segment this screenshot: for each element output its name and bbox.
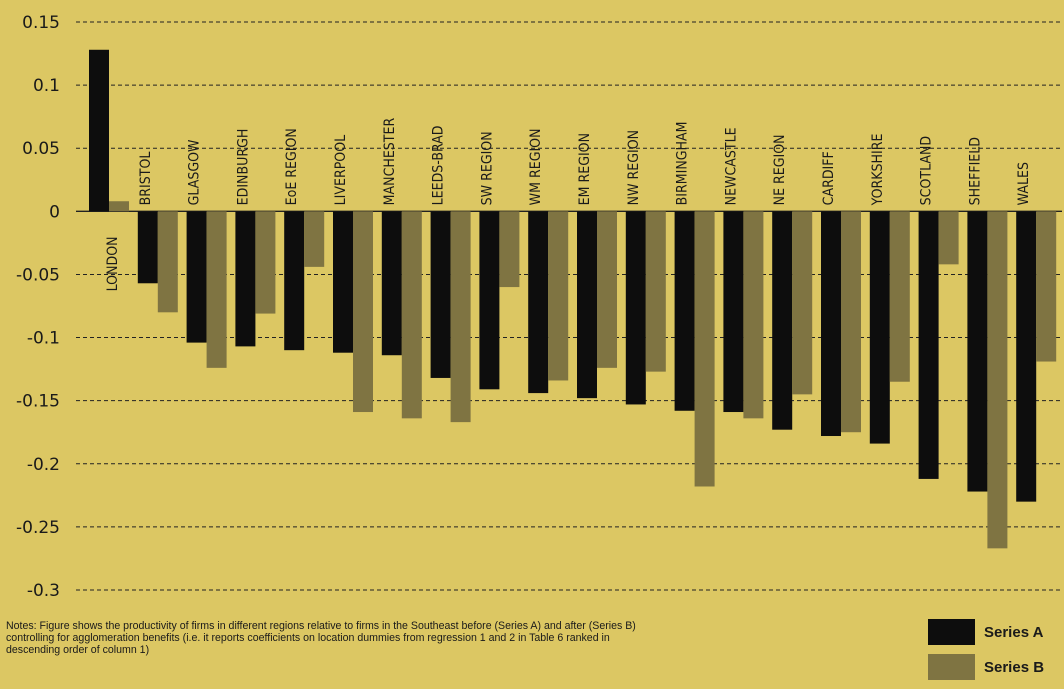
bar-series-a: [869, 211, 890, 444]
bar-series-b: [792, 211, 813, 395]
bar-series-b: [206, 211, 227, 368]
bar-series-a: [333, 211, 353, 353]
y-tick-label: 0.1: [33, 76, 60, 96]
bar-series-a: [723, 211, 744, 413]
bar-series-a: [967, 211, 988, 492]
legend-item-series-a: Series A: [928, 619, 1044, 645]
category-label: MANCHESTER: [382, 118, 398, 206]
category-label: NW REGION: [626, 130, 642, 205]
category-label: SW REGION: [479, 131, 495, 205]
bar-series-b: [889, 211, 910, 382]
legend-swatch-series-b: [928, 654, 975, 680]
legend-label-series-b: Series B: [984, 658, 1045, 676]
legend-item-series-b: Series B: [928, 654, 1044, 680]
bar-series-b: [304, 211, 325, 267]
category-label: EoE REGION: [284, 128, 300, 205]
bar-series-b: [938, 211, 959, 265]
bar-series-a: [772, 211, 793, 430]
bar-series-a: [479, 211, 500, 390]
bar-series-b: [450, 211, 471, 423]
bar-series-b: [255, 211, 276, 314]
category-label: CARDIFF: [821, 151, 837, 205]
category-label: NE REGION: [772, 134, 788, 205]
bar-series-b: [499, 211, 520, 288]
legend-swatch-series-a: [928, 619, 975, 645]
bar-chart: 0.15 0.1 0.05 0 -0.05 -0.1 -0.15 -0.2 -0.25 -0.3 L…: [16, 13, 1062, 601]
bar-series-a: [577, 211, 597, 399]
bar-series-a: [284, 211, 305, 351]
bar-series-b: [1036, 211, 1057, 362]
category-label: BIRMINGHAM: [675, 122, 691, 206]
category-label: SHEFFIELD: [967, 137, 983, 205]
y-tick-label: -0.2: [27, 455, 60, 475]
category-label: EDINBURGH: [235, 129, 251, 206]
bar-series-a: [235, 211, 256, 347]
y-tick-label: -0.3: [27, 581, 60, 601]
bar-series-b: [109, 201, 129, 212]
category-label: LIVERPOOL: [333, 135, 349, 205]
bar-series-b: [694, 211, 715, 487]
category-label: EM REGION: [577, 133, 593, 205]
bar-series-a: [137, 211, 158, 284]
bar-series-b: [157, 211, 178, 313]
y-tick-label: -0.25: [16, 518, 60, 538]
category-label: GLASGOW: [187, 139, 203, 205]
y-tick-label: -0.15: [16, 392, 60, 412]
bar-series-a: [674, 211, 695, 411]
category-label: LONDON: [105, 236, 121, 291]
y-tick-label: -0.1: [27, 329, 60, 349]
bar-series-b: [597, 211, 617, 368]
bar-series-b: [401, 211, 422, 419]
bar-series-a: [1016, 211, 1037, 502]
legend-label-series-a: Series A: [984, 623, 1044, 641]
category-label: LEEDS-BRAD: [431, 126, 447, 206]
bar-series-a: [528, 211, 549, 394]
bar-series-a: [430, 211, 451, 378]
bar-series-a: [89, 49, 109, 212]
category-label: NEWCASTLE: [723, 127, 739, 205]
bar-series-b: [841, 211, 861, 433]
category-label: BRISTOL: [138, 152, 154, 206]
y-tick-label: 0.05: [22, 139, 60, 159]
y-tick-label: 0: [49, 202, 60, 222]
legend: Series A Series B: [928, 619, 1044, 689]
bar-series-b: [548, 211, 569, 381]
bar-series-a: [625, 211, 646, 405]
chart-notes: Notes: Figure shows the productivity of …: [6, 620, 636, 656]
category-label: WM REGION: [528, 128, 544, 205]
y-tick-label: 0.15: [22, 13, 60, 33]
bar-series-a: [918, 211, 939, 479]
y-tick-label: -0.05: [16, 265, 60, 285]
category-label: SCOTLAND: [919, 136, 935, 205]
bar-series-a: [381, 211, 402, 356]
category-label: YORKSHIRE: [870, 134, 886, 207]
bar-series-a: [186, 211, 207, 343]
bar-series-a: [821, 211, 841, 437]
bar-series-b: [353, 211, 373, 413]
bar-series-b: [645, 211, 666, 372]
bar-series-b: [743, 211, 764, 419]
bar-series-b: [987, 211, 1008, 549]
category-label: WALES: [1016, 162, 1032, 205]
